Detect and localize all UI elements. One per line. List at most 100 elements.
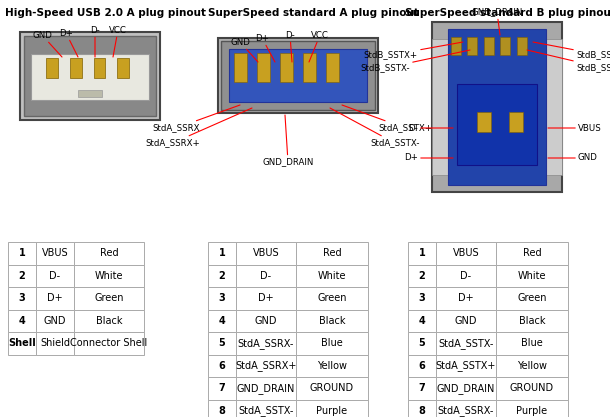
Bar — [517, 37, 526, 55]
Bar — [496, 309, 568, 332]
Bar — [436, 332, 496, 354]
Text: Green: Green — [317, 293, 346, 303]
Text: D-: D- — [90, 25, 100, 57]
Text: Black: Black — [319, 316, 345, 326]
Bar — [74, 264, 144, 287]
Text: 5: 5 — [418, 338, 425, 348]
Text: 1: 1 — [218, 248, 225, 258]
Text: VBUS: VBUS — [453, 248, 479, 258]
Text: Shield: Shield — [40, 338, 70, 348]
Bar — [31, 54, 149, 100]
Bar — [458, 83, 537, 165]
Text: 6: 6 — [418, 361, 425, 371]
Bar — [208, 242, 236, 264]
Text: GND: GND — [454, 316, 477, 326]
Text: Blue: Blue — [521, 338, 543, 348]
Bar — [236, 354, 296, 377]
Bar — [93, 58, 106, 78]
Text: 7: 7 — [418, 383, 425, 393]
Bar — [236, 332, 296, 354]
Text: D-: D- — [408, 123, 453, 133]
Bar — [36, 332, 74, 354]
Bar — [8, 242, 36, 264]
Text: D-: D- — [49, 271, 60, 281]
Bar — [36, 242, 74, 264]
Bar — [484, 37, 493, 55]
Bar — [74, 332, 144, 354]
Text: 7: 7 — [218, 383, 225, 393]
Text: StdB_SSRX-: StdB_SSRX- — [533, 42, 610, 60]
Text: Shell: Shell — [8, 338, 36, 348]
Bar — [436, 242, 496, 264]
Text: StdA_SSTX-: StdA_SSTX- — [239, 405, 293, 416]
Bar — [436, 309, 496, 332]
Text: GND: GND — [255, 316, 278, 326]
Text: 2: 2 — [418, 271, 425, 281]
Text: 2: 2 — [19, 271, 26, 281]
Bar — [236, 264, 296, 287]
Text: Green: Green — [517, 293, 547, 303]
Text: StdA_SSTX-: StdA_SSTX- — [330, 108, 420, 148]
Bar — [208, 399, 236, 417]
Bar — [408, 332, 436, 354]
Bar — [46, 58, 58, 78]
Bar — [296, 287, 368, 309]
Text: GND: GND — [44, 316, 66, 326]
Text: 2: 2 — [218, 271, 225, 281]
Bar — [296, 264, 368, 287]
Bar — [236, 377, 296, 399]
Bar — [74, 287, 144, 309]
Bar — [208, 354, 236, 377]
Bar — [496, 399, 568, 417]
Bar — [74, 309, 144, 332]
Bar — [20, 32, 160, 120]
Text: 1: 1 — [418, 248, 425, 258]
Bar — [208, 309, 236, 332]
Text: D+: D+ — [47, 293, 63, 303]
Bar — [8, 332, 36, 354]
Bar — [408, 242, 436, 264]
Bar — [208, 287, 236, 309]
Bar — [408, 309, 436, 332]
Text: D+: D+ — [458, 293, 474, 303]
Bar — [8, 264, 36, 287]
Text: 3: 3 — [218, 293, 225, 303]
Bar — [547, 39, 562, 175]
Text: StdA_SSTX-: StdA_SSTX- — [439, 338, 493, 349]
Text: 4: 4 — [218, 316, 225, 326]
Text: D-: D- — [461, 271, 472, 281]
Bar — [296, 332, 368, 354]
Bar — [408, 287, 436, 309]
Bar — [408, 264, 436, 287]
Text: 4: 4 — [19, 316, 26, 326]
Text: GND: GND — [548, 153, 598, 163]
Text: StdA_SSRX+: StdA_SSRX+ — [235, 360, 296, 371]
Bar — [496, 242, 568, 264]
Bar — [24, 36, 156, 116]
Bar — [236, 309, 296, 332]
Bar — [236, 399, 296, 417]
Bar — [408, 399, 436, 417]
Bar — [408, 377, 436, 399]
Text: VBUS: VBUS — [548, 123, 601, 133]
Text: StdA_SSRX-: StdA_SSRX- — [238, 338, 294, 349]
Bar — [436, 399, 496, 417]
Text: 4: 4 — [418, 316, 425, 326]
Bar — [408, 354, 436, 377]
Text: Connector Shell: Connector Shell — [70, 338, 148, 348]
Bar — [208, 264, 236, 287]
Bar — [36, 287, 74, 309]
Text: D-: D- — [260, 271, 271, 281]
Bar — [477, 112, 492, 132]
Text: D+: D+ — [404, 153, 453, 163]
Bar — [432, 22, 562, 192]
Bar — [436, 354, 496, 377]
Text: 3: 3 — [19, 293, 26, 303]
Bar — [8, 309, 36, 332]
Text: VCC: VCC — [309, 30, 329, 62]
Bar — [236, 287, 296, 309]
Bar — [436, 377, 496, 399]
Text: 5: 5 — [218, 338, 225, 348]
Text: StdA_SSRX: StdA_SSRX — [152, 105, 240, 133]
Text: White: White — [318, 271, 346, 281]
